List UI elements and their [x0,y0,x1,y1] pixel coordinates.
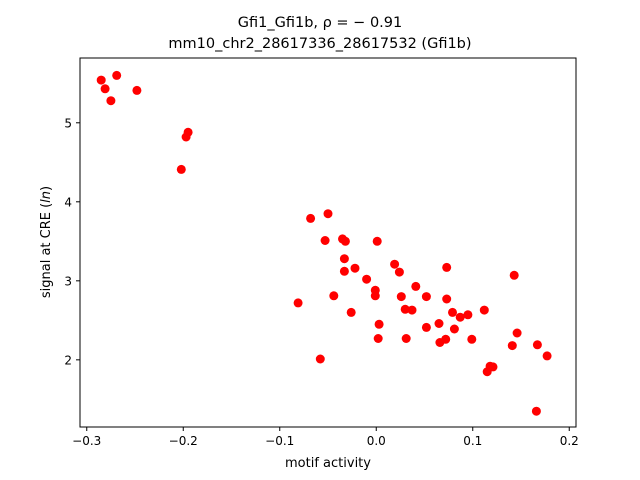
data-point [96,75,106,85]
data-point [421,322,431,332]
data-point [339,266,349,276]
y-tick-label: 4 [64,195,72,209]
y-axis-label-suffix: ) [39,186,54,191]
data-point [421,292,431,302]
y-axis-label: signal at CRE (ln) [39,186,54,298]
data-point [132,85,142,95]
data-point [532,340,542,350]
y-axis-label-ln: ln [39,191,54,203]
y-tick-label: 3 [64,274,72,288]
data-point [507,341,517,351]
data-point [479,305,489,315]
data-point [449,324,459,334]
x-axis-label: motif activity [285,456,371,471]
data-point [329,291,339,301]
data-point [372,236,382,246]
data-point [448,307,457,317]
data-point [442,294,452,304]
data-point [370,291,380,301]
data-point [373,334,383,343]
x-tick-label: 0.0 [367,434,386,448]
y-axis-label-prefix: signal at CRE ( [39,203,54,298]
data-point [346,307,356,317]
data-point [396,292,406,302]
data-point [455,312,465,322]
data-point [442,262,452,272]
data-point [362,274,372,284]
data-point [106,96,116,106]
data-point [181,132,191,142]
chart-title-line1: Gfi1_Gfi1b, ρ = − 0.91 [237,15,403,31]
data-point [306,213,316,223]
x-axis-ticks: −0.3 −0.2 −0.1 0.0 0.1 0.2 [72,427,579,448]
x-tick-label: −0.1 [265,434,294,448]
data-point [531,406,541,416]
data-point [441,334,451,344]
data-point [176,164,186,174]
data-point [488,362,498,372]
data-point [434,319,444,328]
chart-title-line2: mm10_chr2_28617336_28617532 (Gfi1b) [168,36,472,52]
points-layer [96,70,552,416]
data-point [315,354,325,364]
data-point [374,319,384,329]
x-tick-label: −0.2 [169,434,198,448]
y-tick-label: 5 [64,116,72,130]
y-axis-ticks: 2 3 4 5 [64,116,80,367]
data-point [411,281,421,291]
data-point [112,70,122,80]
data-point [542,351,552,361]
data-point [509,270,519,280]
data-point [400,304,410,314]
x-tick-label: 0.2 [560,434,579,448]
x-tick-label: −0.3 [72,434,101,448]
y-tick-label: 2 [64,353,72,367]
data-point [467,334,477,344]
data-point [100,84,110,94]
data-point [463,310,473,320]
data-point [512,328,522,338]
data-point [320,236,330,245]
data-point [340,236,350,246]
data-point [390,259,400,269]
data-point [394,267,404,277]
plot-frame [79,57,577,428]
data-point [323,209,333,219]
data-point [407,305,417,315]
data-point [350,263,360,273]
data-point [401,334,411,343]
data-point [339,254,349,264]
data-point [293,298,303,308]
x-tick-label: 0.1 [463,434,482,448]
